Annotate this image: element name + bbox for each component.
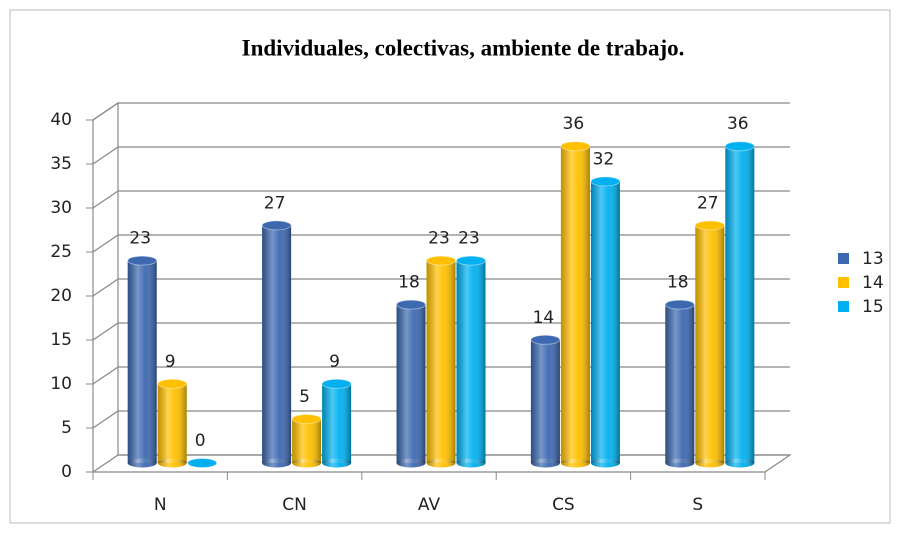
x-tick-label: N: [154, 495, 167, 515]
x-tick-label: CN: [282, 495, 307, 515]
data-label: 27: [697, 193, 719, 213]
legend-swatch: [838, 301, 849, 312]
data-label: 23: [458, 229, 480, 249]
chart-title: Individuales, colectivas, ambiente de tr…: [242, 35, 685, 60]
bar-body-shade: [725, 146, 755, 463]
bar: [157, 378, 188, 468]
legend-swatch: [838, 253, 849, 264]
bar-top: [694, 220, 725, 231]
legend-label: 13: [862, 249, 884, 269]
bar-body-shade: [292, 419, 322, 463]
bar-body-shade: [262, 225, 292, 463]
x-tick-label: AV: [418, 495, 441, 515]
bar-top: [261, 220, 292, 231]
y-tick-label: 40: [50, 110, 72, 130]
bar-top: [560, 141, 591, 152]
data-label: 5: [299, 387, 310, 407]
bar-top: [664, 299, 695, 310]
bar: [291, 414, 322, 468]
bar-top: [396, 299, 426, 310]
bar-top: [321, 378, 352, 389]
data-label: 9: [165, 352, 176, 372]
bar: [694, 220, 725, 468]
bar-body-shade: [127, 260, 157, 463]
data-label: 23: [428, 229, 450, 249]
bar: [664, 299, 695, 468]
bar-top: [590, 176, 621, 187]
bar-top: [456, 255, 486, 266]
bar-body-shade: [560, 146, 590, 463]
bar: [560, 141, 591, 468]
data-label: 23: [129, 229, 151, 249]
data-label: 32: [593, 149, 615, 169]
bar-body-shade: [157, 383, 187, 463]
bar-body-shade: [695, 225, 725, 463]
bar: [530, 334, 561, 468]
y-tick-label: 30: [50, 198, 72, 218]
data-label: 27: [264, 193, 286, 213]
bar: [321, 378, 352, 468]
x-tick-label: S: [692, 495, 703, 515]
bar: [426, 255, 456, 468]
legend-label: 14: [862, 273, 884, 293]
bar: [590, 176, 621, 468]
bar-top: [724, 141, 755, 152]
data-label: 36: [727, 114, 749, 134]
x-tick-label: CS: [552, 495, 575, 515]
bar-body-shade: [456, 260, 486, 463]
bar-body-shade: [665, 304, 695, 463]
bar: [456, 255, 486, 468]
y-tick-label: 20: [50, 286, 72, 306]
data-label: 36: [563, 114, 585, 134]
y-tick-label: 0: [61, 462, 72, 482]
bar-body-shade: [322, 383, 352, 463]
data-label: 18: [398, 273, 420, 293]
bar-body-shade: [426, 260, 456, 463]
bar: [187, 458, 218, 468]
y-tick-label: 25: [50, 242, 72, 262]
y-tick-label: 10: [50, 374, 72, 394]
y-tick-label: 5: [61, 418, 72, 438]
data-label: 9: [329, 352, 340, 372]
bar-top: [187, 458, 218, 468]
data-label: 18: [667, 273, 689, 293]
bar-top: [426, 255, 456, 266]
y-tick-label: 35: [50, 154, 72, 174]
legend-label: 15: [862, 297, 884, 317]
bar: [724, 141, 755, 468]
data-label: 0: [195, 431, 206, 451]
data-label: 14: [533, 308, 555, 328]
bar-top: [157, 378, 188, 389]
grid-line: [92, 102, 790, 121]
bar-body-shade: [530, 339, 560, 463]
bar: [127, 255, 158, 468]
bar: [396, 299, 426, 468]
bar-body-shade: [590, 181, 620, 463]
bar-body-shade: [396, 304, 426, 463]
y-tick-label: 15: [50, 330, 72, 350]
bar-top: [530, 334, 561, 345]
bar-top: [127, 255, 158, 266]
bar-top: [291, 414, 322, 424]
legend-swatch: [838, 277, 849, 288]
bar: [261, 220, 292, 468]
